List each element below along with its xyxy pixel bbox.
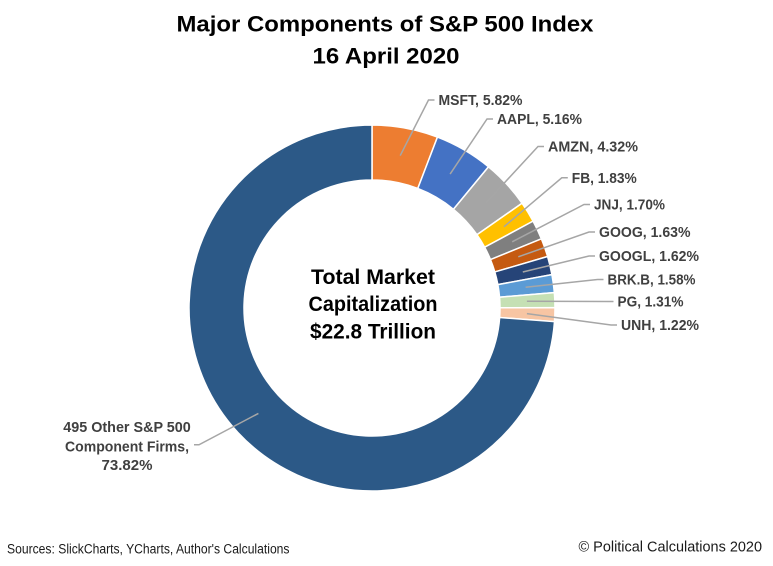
svg-text:73.82%: 73.82% (102, 457, 153, 474)
svg-text:$22.8 Trillion: $22.8 Trillion (310, 321, 436, 344)
svg-text:Total Market: Total Market (311, 266, 435, 289)
svg-text:© Political Calculations 2020: © Political Calculations 2020 (579, 539, 763, 556)
svg-text:16 April 2020: 16 April 2020 (313, 44, 460, 69)
svg-text:UNH, 1.22%: UNH, 1.22% (621, 317, 699, 334)
svg-text:FB, 1.83%: FB, 1.83% (572, 170, 637, 187)
svg-text:JNJ, 1.70%: JNJ, 1.70% (594, 197, 665, 214)
svg-text:Sources: SlickCharts, YCharts,: Sources: SlickCharts, YCharts, Author's … (7, 542, 290, 557)
svg-text:495 Other S&P 500: 495 Other S&P 500 (63, 419, 191, 436)
svg-text:AMZN, 4.32%: AMZN, 4.32% (548, 139, 638, 156)
svg-text:Major Components of S&P 500 In: Major Components of S&P 500 Index (177, 12, 595, 37)
svg-text:BRK.B, 1.58%: BRK.B, 1.58% (608, 272, 696, 289)
svg-text:MSFT, 5.82%: MSFT, 5.82% (439, 92, 523, 109)
svg-text:PG, 1.31%: PG, 1.31% (618, 294, 684, 311)
svg-text:AAPL, 5.16%: AAPL, 5.16% (497, 111, 582, 128)
svg-text:GOOG, 1.63%: GOOG, 1.63% (599, 224, 691, 241)
svg-text:Component Firms,: Component Firms, (65, 439, 189, 456)
svg-text:GOOGL, 1.62%: GOOGL, 1.62% (599, 248, 699, 265)
svg-text:Capitalization: Capitalization (309, 293, 438, 316)
